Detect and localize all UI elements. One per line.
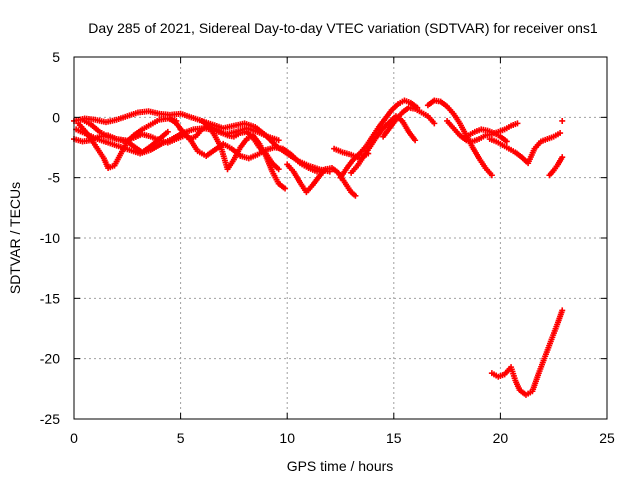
series-sat-g [198,117,289,192]
x-axis-label: GPS time / hours [287,458,394,474]
data-series [71,97,566,398]
data-point [559,117,566,124]
data-point [514,120,521,127]
data-point [365,150,372,157]
series-sat-q [465,126,510,145]
y-tick-label: -5 [48,170,61,186]
x-tick-label: 0 [70,430,78,446]
x-tick-label: 10 [279,430,295,446]
data-point [559,154,566,161]
x-tick-label: 5 [177,430,185,446]
y-tick-label: 5 [52,49,60,65]
series-sat-m [380,104,438,140]
y-tick-label: 0 [52,109,60,125]
series-sat-r [546,154,566,179]
y-axis-ticks: 5 0 -5 -10 -15 -20 -25 [40,49,607,427]
series-sat-b [73,125,282,157]
x-axis-ticks: 0 5 10 15 20 25 [70,57,615,446]
data-point [282,185,289,192]
y-tick-label: -25 [40,411,60,427]
y-tick-label: -10 [40,230,60,246]
y-axis-label: SDTVAR / TECUs [7,182,23,294]
data-point [503,138,510,145]
x-tick-label: 25 [599,430,615,446]
chart-title: Day 285 of 2021, Sidereal Day-to-day VTE… [88,20,598,36]
data-point [557,130,564,137]
x-tick-label: 20 [493,430,509,446]
y-tick-label: -15 [40,290,60,306]
series-sat-h [166,115,282,173]
data-point [431,120,438,127]
series-sat-n [424,97,495,179]
series-sat-e [79,116,171,156]
grid-lines [74,57,607,419]
data-point [275,166,282,173]
data-point [559,307,566,314]
series-sat-o [444,117,521,145]
y-tick-label: -20 [40,351,60,367]
data-point [488,172,495,179]
data-point [412,137,419,144]
series-sat-l [331,145,372,162]
series-sat-p [486,130,564,167]
series-sat-s [559,117,566,124]
x-tick-label: 15 [386,430,402,446]
data-point [164,128,171,135]
data-point [352,192,359,199]
data-point [275,137,282,144]
series-sat-t [488,307,566,398]
series-sat-i [284,161,359,199]
